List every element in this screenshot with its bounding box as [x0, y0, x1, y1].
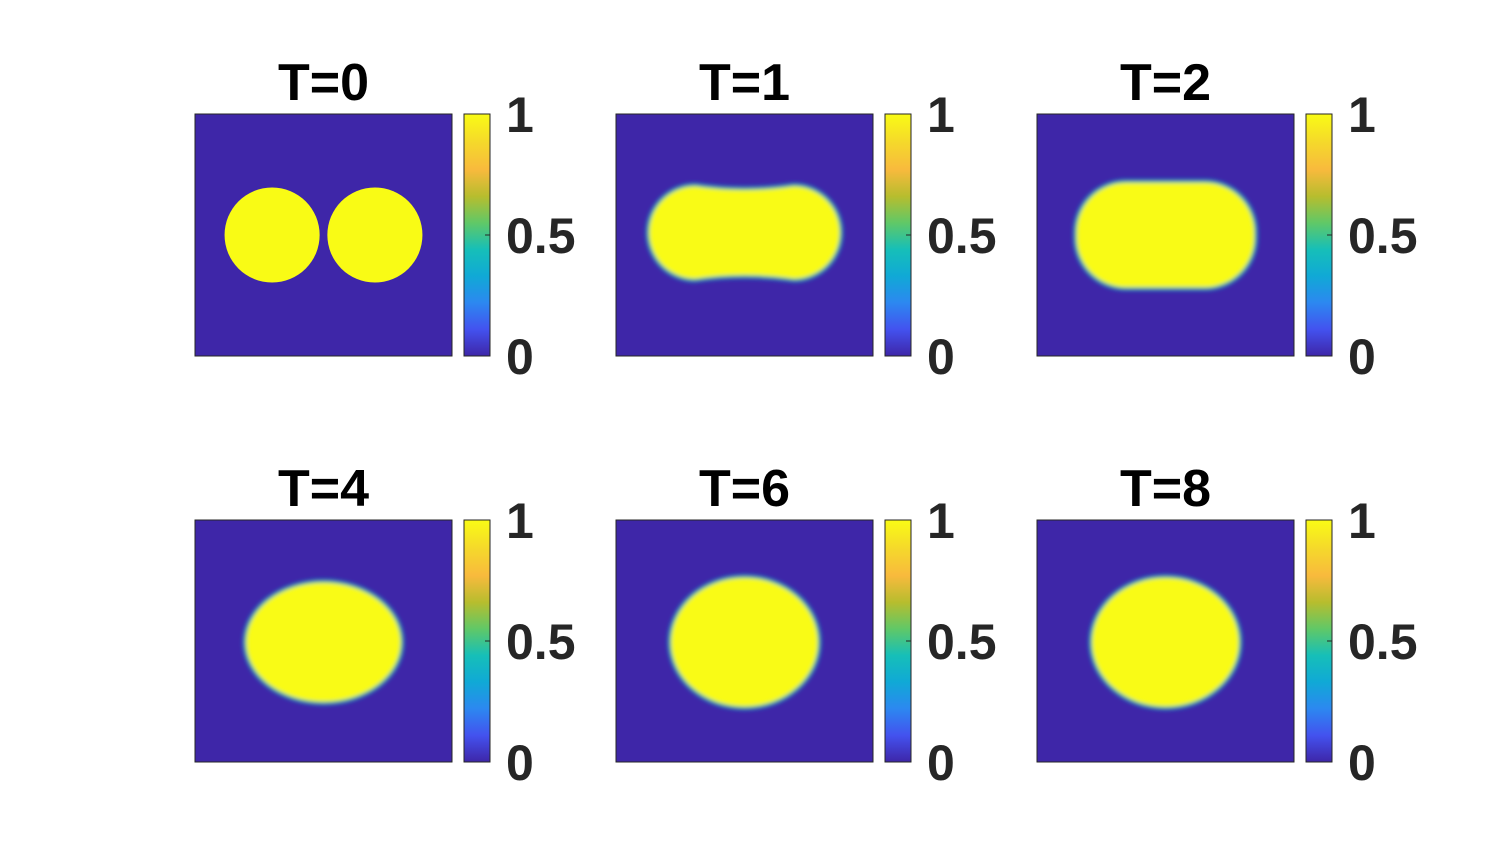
blob-ellipse: [1092, 578, 1239, 707]
heatmap-frame: [1036, 519, 1295, 763]
blob-ellipse: [671, 578, 818, 707]
heatmap-frame: [615, 113, 874, 357]
colorbar-tick-label: 1: [1348, 87, 1376, 143]
panel-title: T=2: [1120, 54, 1211, 112]
blob-disk-right: [327, 187, 423, 283]
blob-group: [645, 183, 844, 283]
heatmap-field: [645, 183, 844, 283]
colorbar-tick-label: 0: [1348, 735, 1376, 791]
panel: T=8 1 0.5 0: [1036, 460, 1418, 791]
colorbar-tick-label: 1: [506, 493, 534, 549]
panel: T=0 1 0.5 0: [194, 54, 576, 385]
panel: T=6 1 0.5 0: [615, 460, 997, 791]
blob-peanut: [649, 186, 840, 279]
heatmap-field: [242, 579, 405, 706]
blob-ellipse: [246, 582, 401, 702]
heatmap-field: [667, 574, 822, 710]
colorbar-tick-label: 0.5: [1348, 614, 1418, 670]
colorbar-tick-label: 0: [927, 735, 955, 791]
panel-title: T=1: [699, 54, 790, 112]
panel: T=2 1 0.5 0: [1036, 54, 1418, 385]
colorbar-tick-label: 0: [506, 329, 534, 385]
heatmap-frame: [194, 113, 453, 357]
heatmap-frame: [615, 519, 874, 763]
blob-group: [224, 187, 423, 283]
panel-title: T=0: [278, 54, 369, 112]
colorbar-tick-label: 0.5: [927, 208, 997, 264]
blob-disk-left: [224, 187, 320, 283]
blob-group: [1088, 574, 1243, 710]
colorbar-tick-label: 1: [1348, 493, 1376, 549]
blob-group: [242, 579, 405, 706]
heatmap-field: [1073, 179, 1258, 291]
panels-layer: T=0 1 0.5 0 T=1 1 0.5 0 T=2 1 0.5 0 T=4 1 0.5 0 T=6 1 0.5 0…: [194, 54, 1418, 791]
colorbar-tick-label: 0: [506, 735, 534, 791]
panel: T=1 1 0.5 0: [615, 54, 997, 385]
colorbar-tick-label: 0.5: [1348, 208, 1418, 264]
panel-title: T=4: [278, 460, 369, 518]
blob-group: [667, 574, 822, 710]
colorbar-tick-label: 0.5: [506, 614, 576, 670]
colorbar-tick-label: 1: [927, 493, 955, 549]
heatmap-field: [224, 187, 423, 283]
panel-title: T=8: [1120, 460, 1211, 518]
heatmap-frame: [1036, 113, 1295, 357]
blob-group: [1073, 179, 1258, 291]
panel: T=4 1 0.5 0: [194, 460, 576, 791]
heatmap-frame: [194, 519, 453, 763]
colorbar-tick-label: 1: [506, 87, 534, 143]
heatmap-field: [1088, 574, 1243, 710]
colorbar-tick-label: 0: [1348, 329, 1376, 385]
colorbar-tick-label: 0: [927, 329, 955, 385]
colorbar-tick-label: 1: [927, 87, 955, 143]
panel-title: T=6: [699, 460, 790, 518]
colorbar-tick-label: 0.5: [927, 614, 997, 670]
colorbar-tick-label: 0.5: [506, 208, 576, 264]
blob-capsule: [1076, 182, 1255, 288]
